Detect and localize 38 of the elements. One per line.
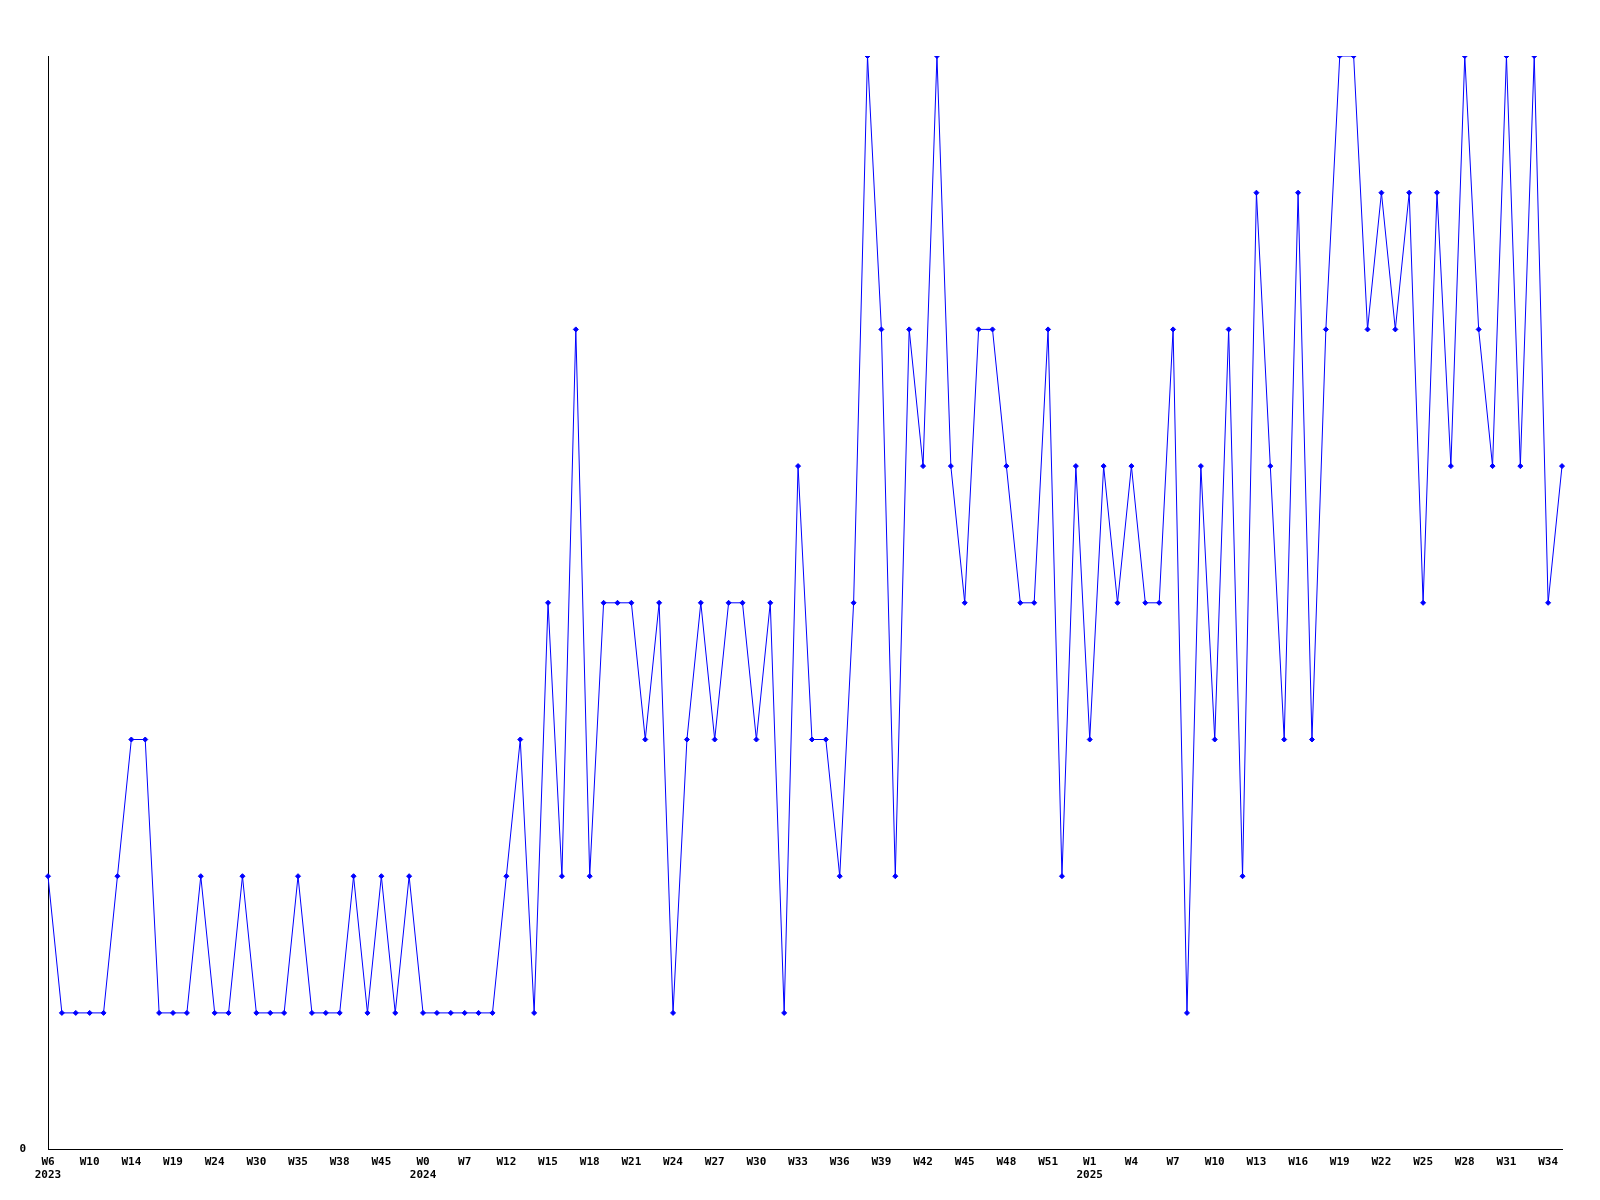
text: 0	[19, 1142, 26, 1156]
x-tick-label: W45	[954, 1155, 975, 1169]
x-tick-label: W16	[1288, 1155, 1309, 1169]
x-tick-label: W39	[871, 1155, 892, 1169]
x-tick-label: W10	[79, 1155, 100, 1169]
x-tick-label: W45	[371, 1155, 392, 1169]
x-tick-label: W10	[1204, 1155, 1225, 1169]
x-tick-label: W4	[1124, 1155, 1139, 1169]
x-tick-label: W14	[121, 1155, 142, 1169]
x-tick-label: W35	[288, 1155, 308, 1169]
x-tick-label: W0 2024	[409, 1155, 437, 1182]
x-tick-label: W31	[1496, 1155, 1517, 1169]
x-tick-label: W36	[829, 1155, 851, 1169]
x-tick-label: W15	[538, 1155, 558, 1169]
x-tick-label: W19	[163, 1155, 183, 1169]
x-tick-label: W34	[1538, 1155, 1559, 1169]
x-tick-label: W48	[996, 1155, 1017, 1169]
x-tick-label: W22	[1371, 1155, 1392, 1169]
x-tick-label: W24	[204, 1155, 225, 1169]
x-tick-label: W21	[621, 1155, 642, 1169]
x-tick-label: W7	[1166, 1155, 1180, 1169]
x-tick-label: W28	[1454, 1155, 1475, 1169]
x-tick-label: W27	[704, 1155, 725, 1169]
x-tick-label: W38	[329, 1155, 350, 1169]
x-tick-label: W6 2023	[34, 1155, 62, 1182]
x-tick-label: W25	[1413, 1155, 1434, 1169]
x-tick-label: W12	[496, 1155, 517, 1169]
x-tick-label: W7	[458, 1155, 472, 1169]
x-tick-label: W1 2025	[1076, 1155, 1103, 1182]
x-tick-label: W42	[913, 1155, 933, 1169]
x-tick-label: W24	[663, 1155, 684, 1169]
x-tick-label: W30	[246, 1155, 267, 1169]
x-tick-label: W18	[579, 1155, 600, 1169]
x-tick-label: W13	[1246, 1155, 1267, 1169]
x-tick-label: W30	[746, 1155, 767, 1169]
x-tick-label: W33	[788, 1155, 808, 1169]
x-tick-label: W19	[1329, 1155, 1350, 1169]
x-tick-label: W51	[1038, 1155, 1059, 1169]
